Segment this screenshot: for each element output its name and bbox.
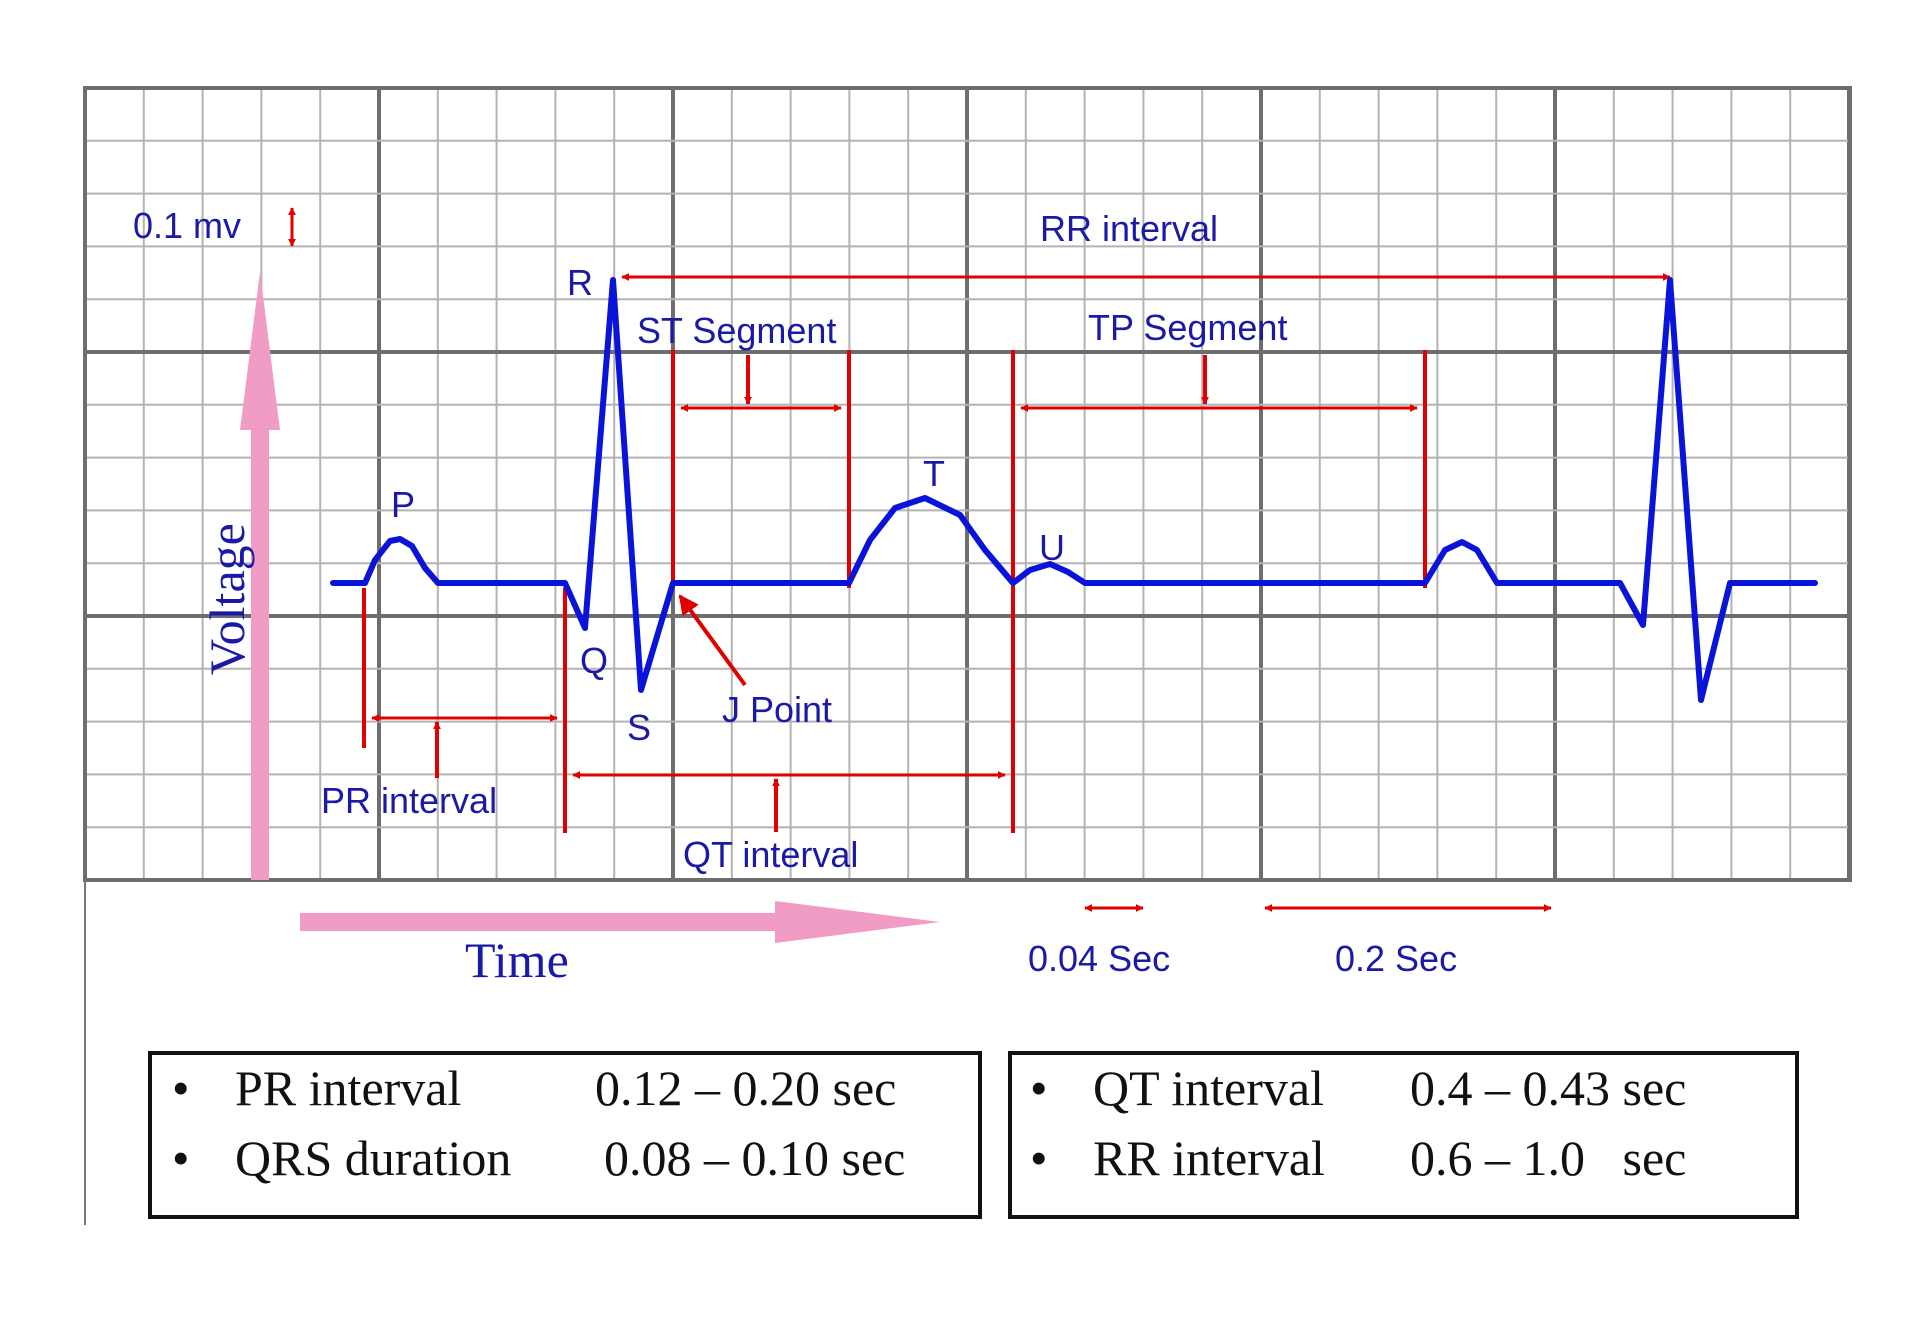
voltage-scale-label: 0.1 mv <box>133 205 241 246</box>
p-wave-label: P <box>391 484 415 525</box>
range-value-qrs: 0.08 – 0.10 sec <box>604 1130 905 1186</box>
range-value-pr: 0.12 – 0.20 sec <box>595 1060 896 1116</box>
j-point-label: J Point <box>722 689 832 730</box>
ranges-box-right: • QT interval 0.4 – 0.43 sec • RR interv… <box>1008 1051 1799 1219</box>
pr-interval-label: PR interval <box>321 780 497 821</box>
large-box-time-label: 0.2 Sec <box>1335 938 1457 979</box>
r-wave-label: R <box>567 262 593 303</box>
u-wave-label: U <box>1039 527 1065 568</box>
range-value-qt: 0.4 – 0.43 sec <box>1410 1060 1686 1116</box>
time-axis-label: Time <box>465 932 569 988</box>
interval-annotations <box>288 207 1671 912</box>
range-name-qt: QT interval <box>1093 1060 1324 1116</box>
voltage-axis-arrow <box>240 272 280 880</box>
t-wave-label: T <box>923 453 945 494</box>
rr-interval-label: RR interval <box>1040 208 1218 249</box>
ecg-waveform <box>330 277 1818 703</box>
range-value-rr: 0.6 – 1.0 sec <box>1410 1130 1686 1186</box>
range-name-rr: RR interval <box>1093 1130 1325 1186</box>
ranges-box-left: • PR interval 0.12 – 0.20 sec • QRS dura… <box>148 1051 982 1219</box>
small-box-time-label: 0.04 Sec <box>1028 938 1170 979</box>
range-bullet: • <box>1030 1060 1048 1116</box>
range-bullet: • <box>172 1130 190 1186</box>
tp-segment-label: TP Segment <box>1088 307 1287 348</box>
ecg-labels: 0.1 mv RR interval R ST Segment TP Segme… <box>133 205 1457 988</box>
j-point-arrow <box>678 594 747 687</box>
ecg-grid-border <box>83 86 1852 882</box>
time-axis-arrow <box>300 901 940 943</box>
range-bullet: • <box>1030 1130 1048 1186</box>
voltage-axis-label: Voltage <box>199 523 255 675</box>
range-bullet: • <box>172 1060 190 1116</box>
s-wave-label: S <box>627 707 651 748</box>
qt-interval-label: QT interval <box>683 834 858 875</box>
range-name-qrs: QRS duration <box>235 1130 511 1186</box>
ecg-grid <box>83 86 1851 882</box>
st-segment-label: ST Segment <box>637 310 836 351</box>
q-wave-label: Q <box>580 640 608 681</box>
range-name-pr: PR interval <box>235 1060 461 1116</box>
